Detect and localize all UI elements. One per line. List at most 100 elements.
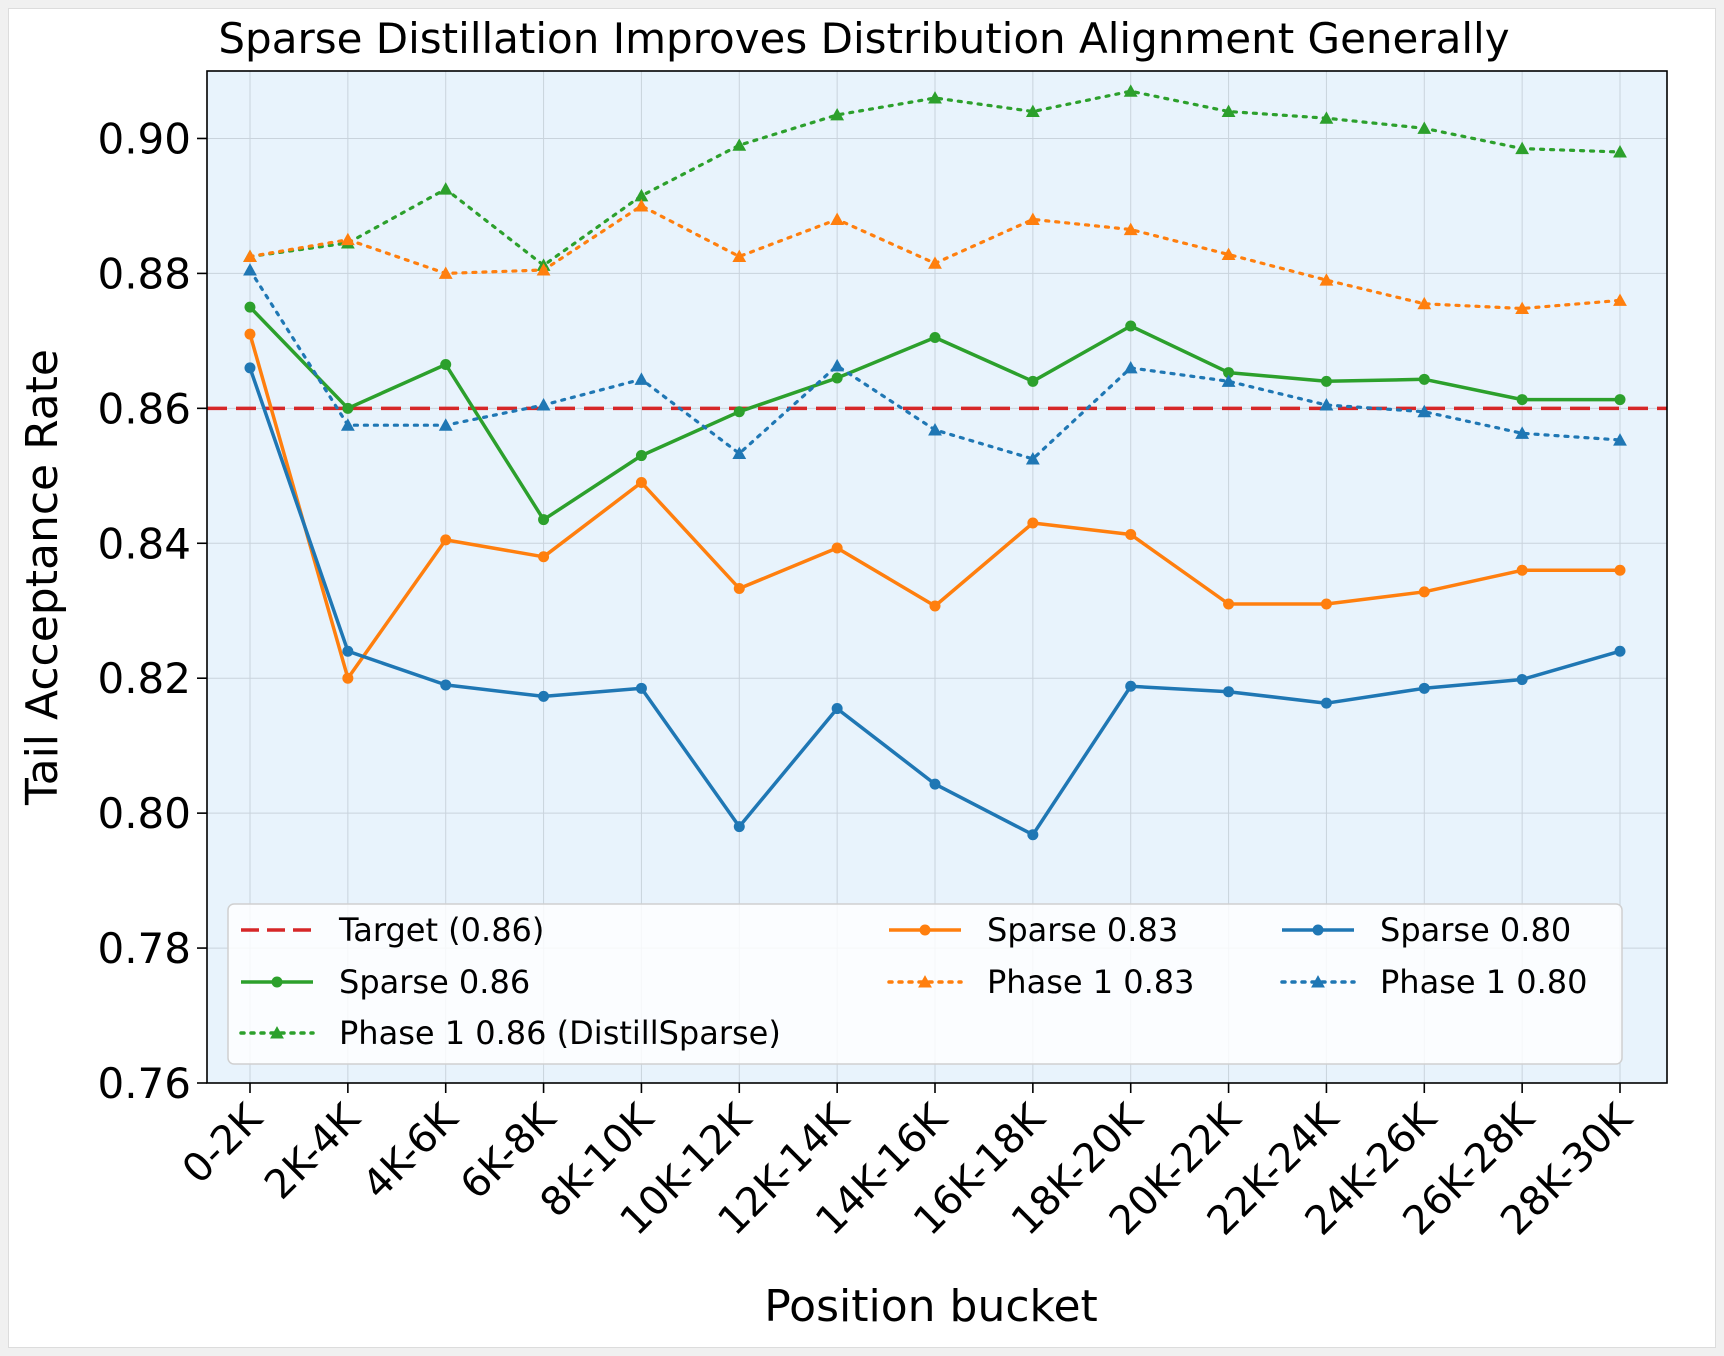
y-tick-label: 0.76 bbox=[97, 1059, 191, 1108]
legend-label: Sparse 0.83 bbox=[987, 911, 1178, 949]
data-point bbox=[1418, 373, 1430, 385]
series-phase-1-0-86-distillsparse- bbox=[243, 84, 1627, 271]
data-point bbox=[1123, 222, 1138, 236]
data-point bbox=[733, 821, 745, 833]
data-point bbox=[634, 199, 649, 212]
y-tick-label: 0.90 bbox=[97, 114, 191, 163]
legend-entry: Sparse 0.80 bbox=[1282, 911, 1571, 949]
data-point bbox=[830, 212, 845, 225]
data-point bbox=[1125, 320, 1137, 332]
data-point bbox=[928, 91, 942, 104]
data-point bbox=[1613, 293, 1627, 306]
data-point bbox=[1223, 598, 1235, 610]
data-point bbox=[536, 263, 551, 276]
data-point bbox=[244, 328, 256, 340]
data-point bbox=[1515, 426, 1530, 439]
data-point bbox=[1221, 247, 1236, 261]
data-point bbox=[919, 924, 931, 936]
data-point bbox=[635, 682, 647, 694]
data-point bbox=[438, 266, 453, 279]
legend-entry: Phase 1 0.80 bbox=[1280, 963, 1588, 1001]
data-point bbox=[1320, 375, 1332, 387]
legend-label: Phase 1 0.83 bbox=[987, 963, 1195, 1001]
data-point bbox=[733, 406, 745, 418]
legend-entry: Target (0.86) bbox=[241, 911, 544, 949]
data-point bbox=[1417, 404, 1432, 418]
data-point bbox=[440, 679, 452, 691]
series-sparse-0-80 bbox=[244, 362, 1626, 841]
data-point bbox=[634, 188, 649, 202]
series-layer bbox=[243, 84, 1627, 841]
data-point bbox=[1319, 111, 1334, 124]
data-point bbox=[1027, 829, 1039, 841]
data-point bbox=[342, 645, 354, 657]
data-point bbox=[440, 534, 452, 546]
data-point bbox=[1027, 517, 1039, 529]
y-tick-label: 0.86 bbox=[97, 384, 191, 433]
series-phase-1-0-83 bbox=[243, 199, 1627, 315]
data-point bbox=[1312, 924, 1324, 936]
data-point bbox=[1516, 564, 1528, 576]
data-point bbox=[538, 551, 550, 563]
data-point bbox=[438, 418, 453, 431]
y-tick-label: 0.78 bbox=[97, 924, 191, 973]
data-point bbox=[1221, 374, 1236, 387]
data-point bbox=[1123, 84, 1138, 97]
data-point bbox=[244, 362, 256, 374]
data-point bbox=[732, 249, 747, 263]
data-point bbox=[438, 182, 453, 195]
data-point bbox=[1614, 394, 1626, 406]
data-point bbox=[918, 975, 932, 988]
data-point bbox=[831, 372, 843, 384]
data-point bbox=[1319, 398, 1334, 411]
data-point bbox=[243, 263, 257, 276]
data-point bbox=[271, 976, 283, 988]
x-tick-label: 2K-4K bbox=[256, 1094, 370, 1208]
data-point bbox=[1123, 360, 1138, 374]
data-point bbox=[732, 446, 747, 460]
chart-title: Sparse Distillation Improves Distributio… bbox=[218, 14, 1509, 63]
x-axis-label: Position bucket bbox=[764, 1281, 1098, 1332]
data-point bbox=[342, 672, 354, 684]
data-point bbox=[634, 372, 649, 385]
data-point bbox=[1319, 273, 1334, 286]
data-point bbox=[1125, 528, 1137, 540]
data-point bbox=[1221, 104, 1236, 117]
data-point bbox=[1311, 975, 1325, 988]
data-point bbox=[1025, 104, 1040, 117]
data-point bbox=[1418, 682, 1430, 694]
data-point bbox=[1025, 452, 1040, 465]
data-point bbox=[1025, 212, 1040, 225]
data-point bbox=[1613, 433, 1627, 446]
y-tick-label: 0.80 bbox=[97, 789, 191, 838]
data-point bbox=[1320, 697, 1332, 709]
data-point bbox=[1027, 375, 1039, 387]
data-point bbox=[243, 249, 257, 263]
data-point bbox=[1613, 145, 1627, 158]
y-axis-ticks: 0.76 0.78 0.80 0.82 0.84 0.86 0.88 0.90 bbox=[97, 114, 207, 1108]
data-point bbox=[1417, 121, 1432, 134]
data-point bbox=[929, 778, 941, 790]
plot-border bbox=[206, 70, 1668, 1084]
data-point bbox=[1418, 586, 1430, 598]
data-point bbox=[244, 301, 256, 313]
data-point bbox=[831, 703, 843, 715]
data-point bbox=[340, 418, 355, 431]
data-point bbox=[536, 398, 551, 411]
series-sparse-0-83 bbox=[244, 328, 1626, 684]
data-point bbox=[733, 582, 745, 594]
data-point bbox=[929, 600, 941, 612]
legend-entry: Phase 1 0.86 (DistillSparse) bbox=[239, 1014, 781, 1052]
data-point bbox=[270, 1026, 284, 1039]
legend-label: Phase 1 0.80 bbox=[1380, 963, 1588, 1001]
legend: Target (0.86) Sparse 0.86 Phase 1 0.86 (Di… bbox=[227, 903, 1623, 1065]
legend-label: Sparse 0.86 bbox=[339, 963, 530, 1001]
data-point bbox=[1417, 296, 1432, 310]
series-line bbox=[248, 89, 1622, 267]
data-point bbox=[1515, 141, 1530, 155]
y-tick-label: 0.88 bbox=[97, 249, 191, 298]
y-axis-label: Tail Acceptance Rate bbox=[17, 349, 68, 806]
data-point bbox=[1614, 564, 1626, 576]
y-tick-label: 0.84 bbox=[97, 519, 191, 568]
data-point bbox=[342, 402, 354, 414]
